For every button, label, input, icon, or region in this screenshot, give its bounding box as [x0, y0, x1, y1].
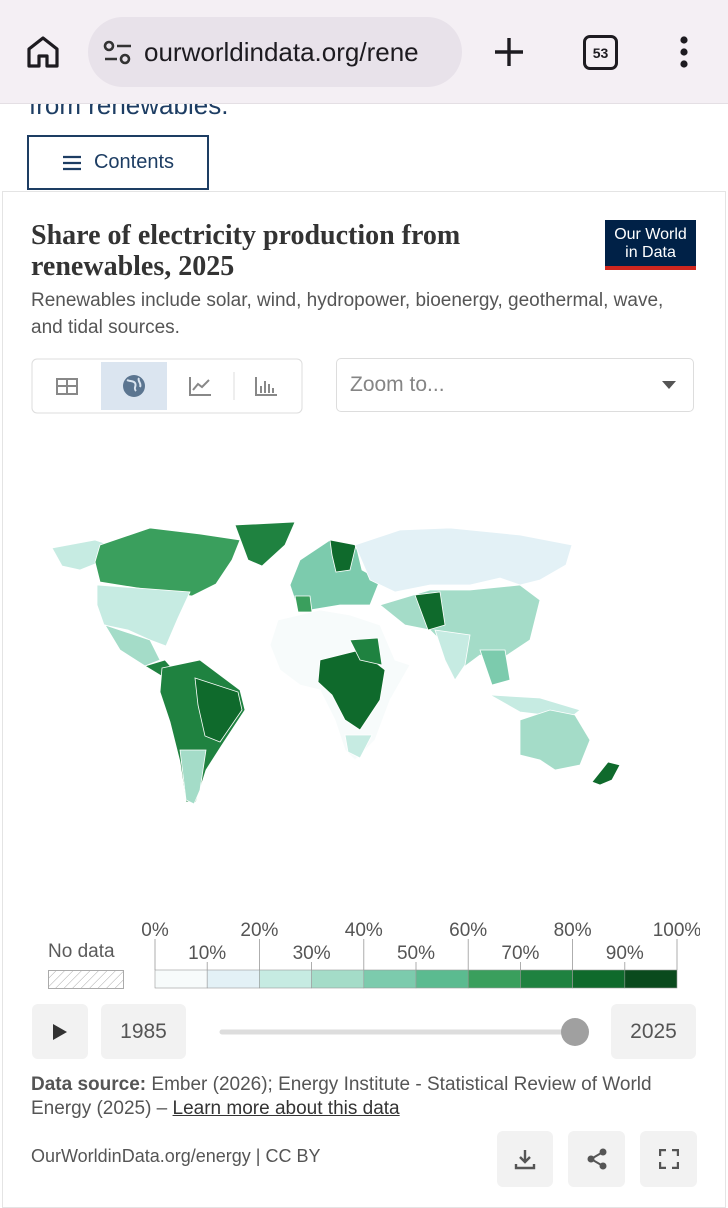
legend-swatch	[259, 969, 312, 989]
country	[414, 591, 446, 631]
learn-more-link[interactable]: Learn more about this data	[172, 1098, 400, 1119]
country	[329, 539, 357, 573]
download-button[interactable]	[497, 1131, 553, 1187]
new-tab-button[interactable]	[493, 36, 525, 68]
country	[94, 527, 241, 597]
time-slider[interactable]	[215, 1015, 600, 1049]
play-icon	[53, 1023, 67, 1040]
end-year[interactable]: 2025	[611, 1004, 696, 1059]
country	[104, 624, 161, 667]
country	[434, 629, 471, 681]
legend-label: 10%	[188, 943, 226, 964]
country	[354, 527, 573, 593]
country	[96, 584, 191, 647]
legend-swatch	[311, 969, 365, 989]
legend-label: 0%	[141, 920, 169, 941]
zoom-select[interactable]: Zoom to...	[336, 358, 694, 412]
legend-swatch	[363, 969, 417, 989]
legend-label: 90%	[606, 943, 644, 964]
slider-handle[interactable]	[561, 1018, 589, 1046]
url-text: ourworldindata.org/rene	[144, 37, 419, 67]
home-button[interactable]	[25, 34, 61, 70]
country	[349, 637, 383, 666]
legend-label: 30%	[293, 943, 331, 964]
legend-swatch	[206, 969, 260, 989]
source-text: Ember (2026); Energy Institute - Statist…	[31, 1074, 652, 1119]
country	[194, 677, 243, 743]
legend-swatch	[572, 969, 626, 989]
country	[179, 749, 207, 805]
legend-label: 60%	[449, 920, 487, 941]
dropdown-arrow	[662, 381, 676, 389]
legend-label: 80%	[554, 920, 592, 941]
country	[234, 521, 296, 567]
menu-icon	[62, 155, 81, 170]
chart-subtitle: Renewables include solar, wind, hydropow…	[31, 290, 664, 338]
play-button[interactable]	[32, 1004, 88, 1059]
site-settings-icon[interactable]	[103, 40, 133, 66]
country	[519, 709, 591, 771]
view-tabs	[31, 358, 303, 414]
share-button[interactable]	[568, 1131, 625, 1187]
no-data-label: No data	[48, 941, 115, 962]
fullscreen-icon	[658, 1149, 679, 1169]
legend-swatch	[467, 969, 521, 989]
legend-swatch	[520, 969, 573, 989]
legend-swatch	[154, 969, 208, 989]
share-icon	[587, 1148, 606, 1170]
logo-line: Our World	[614, 226, 687, 243]
contents-button[interactable]: Contents	[27, 135, 209, 190]
legend-label: 50%	[397, 943, 435, 964]
country	[344, 734, 373, 759]
address-bar[interactable]: ourworldindata.org/rene	[88, 17, 462, 87]
color-legend: 0% 10% 20% 30% 40% 50% 60% 70% 80% 90% 100%	[141, 920, 700, 989]
bar-tab[interactable]	[255, 377, 277, 396]
source-note: Data source: Ember (2026); Energy Instit…	[31, 1073, 681, 1121]
logo-line: in Data	[625, 244, 676, 261]
country	[591, 761, 621, 786]
legend-swatch	[415, 969, 469, 989]
fullscreen-button[interactable]	[640, 1131, 697, 1187]
zoom-placeholder: Zoom to...	[350, 373, 445, 396]
start-year[interactable]: 1985	[101, 1004, 186, 1059]
world-map[interactable]	[0, 500, 728, 820]
map-tab[interactable]	[123, 375, 145, 397]
footer-license[interactable]: OurWorldinData.org/energy | CC BY	[31, 1146, 321, 1166]
table-tab[interactable]	[56, 378, 78, 395]
legend-label: 100%	[653, 920, 700, 941]
source-label: Data source:	[31, 1074, 147, 1095]
legend-swatch	[624, 969, 678, 989]
owid-logo[interactable]: Our World in Data	[605, 220, 696, 270]
chart-title: Share of electricity production from ren…	[31, 220, 461, 282]
country	[479, 649, 511, 686]
legend-label: 40%	[345, 920, 383, 941]
menu-button[interactable]	[678, 36, 690, 68]
download-icon	[514, 1150, 536, 1170]
tab-switcher[interactable]: 53	[583, 35, 618, 70]
contents-label: Contents	[93, 151, 175, 173]
no-data-swatch	[48, 970, 124, 989]
country	[294, 595, 313, 613]
legend-label: 70%	[501, 943, 539, 964]
legend-label: 20%	[240, 920, 278, 941]
line-tab[interactable]	[189, 377, 211, 396]
